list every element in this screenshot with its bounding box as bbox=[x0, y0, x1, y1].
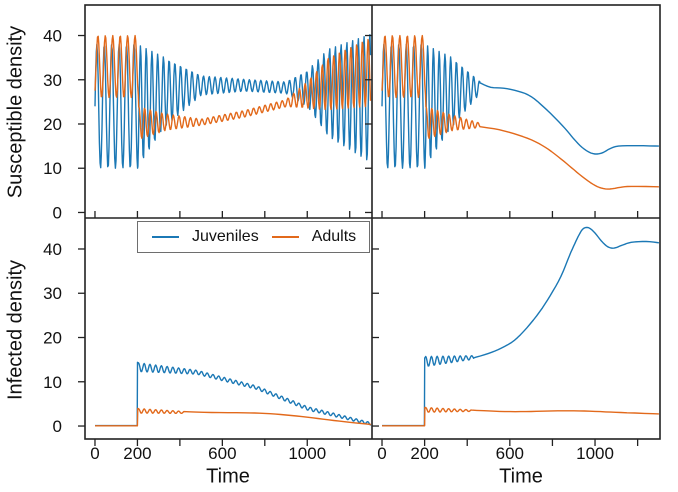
y-tick-label-bottom-0: 0 bbox=[53, 417, 62, 436]
curve-infected-right-juveniles bbox=[382, 226, 659, 427]
legend-label-juveniles: Juveniles bbox=[192, 228, 259, 245]
curve-susceptible-left-juveniles bbox=[94, 34, 372, 169]
x-tick-label-right-1000: 1000 bbox=[576, 444, 614, 463]
y-tick-label-top-40: 40 bbox=[43, 27, 62, 46]
y-tick-label-top-20: 20 bbox=[43, 115, 62, 134]
x-tick-label-left-600: 600 bbox=[208, 444, 236, 463]
curve-infected-left-adults bbox=[95, 407, 371, 427]
y-tick-label-top-10: 10 bbox=[43, 159, 62, 178]
legend: Juveniles Adults bbox=[137, 221, 370, 253]
curve-susceptible-left-adults bbox=[94, 34, 372, 139]
x-tick-label-right-200: 200 bbox=[410, 444, 438, 463]
x-tick-label-left-1000: 1000 bbox=[288, 444, 326, 463]
x-axis-label-time-right: Time bbox=[499, 465, 543, 488]
x-tick-label-left-0: 0 bbox=[90, 444, 99, 463]
y-tick-label-bottom-40: 40 bbox=[43, 240, 62, 259]
y-axis-label-infected: Infected density bbox=[4, 259, 27, 401]
x-tick-label-right-600: 600 bbox=[496, 444, 524, 463]
curve-susceptible-right-adults bbox=[381, 34, 659, 190]
x-axis-label-time-left: Time bbox=[206, 465, 250, 488]
y-tick-label-top-0: 0 bbox=[53, 203, 62, 222]
legend-line-adults-icon bbox=[271, 236, 299, 238]
legend-label-adults: Adults bbox=[311, 228, 357, 245]
curve-infected-right-adults bbox=[382, 406, 659, 427]
y-tick-label-bottom-10: 10 bbox=[43, 373, 62, 392]
y-tick-label-bottom-20: 20 bbox=[43, 329, 62, 348]
curve-infected-left-juveniles bbox=[95, 361, 372, 427]
x-tick-label-left-200: 200 bbox=[123, 444, 151, 463]
y-tick-label-top-30: 30 bbox=[43, 71, 62, 90]
y-axis-label-susceptible: Susceptible density bbox=[4, 25, 27, 199]
y-tick-label-bottom-30: 30 bbox=[43, 284, 62, 303]
legend-line-juveniles-icon bbox=[152, 236, 179, 238]
x-tick-label-right-0: 0 bbox=[377, 444, 386, 463]
